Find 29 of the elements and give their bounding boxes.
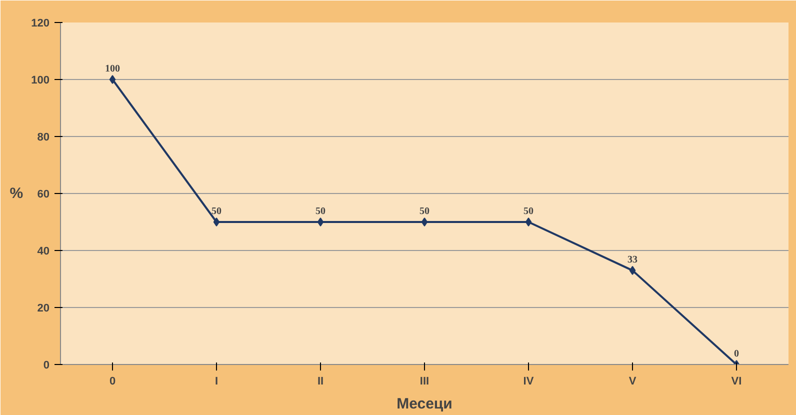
x-tick-label: IV (523, 376, 534, 388)
data-label: 0 (734, 348, 739, 360)
x-tick-label: VI (731, 376, 742, 388)
y-tick-label: 80 (37, 132, 50, 144)
point (109, 75, 116, 84)
x-tick-label: III (420, 376, 430, 388)
y-tick-label: 100 (31, 74, 50, 86)
y-tick-label: 20 (37, 302, 50, 314)
point (525, 218, 532, 226)
data-label: 33 (628, 254, 638, 266)
y-axis-title: % (10, 185, 24, 202)
y-tick-label: 0 (43, 360, 50, 372)
data-label: 50 (316, 206, 326, 217)
x-tick-label: 0 (109, 376, 116, 388)
point (317, 218, 324, 226)
x-tick-label: V (628, 376, 637, 388)
point (629, 266, 636, 275)
data-label: 50 (420, 206, 430, 217)
point (213, 218, 220, 226)
data-label: 50 (212, 206, 222, 217)
data-label: 50 (524, 206, 534, 217)
y-tick-label: 60 (37, 188, 50, 200)
y-tick-label: 120 (31, 18, 50, 30)
point (421, 218, 428, 226)
y-tick-label: 40 (37, 246, 50, 258)
x-tick-label: I (214, 376, 218, 388)
data-label: 100 (105, 64, 120, 74)
x-tick-label: II (317, 376, 324, 388)
x-axis-title: Месеци (396, 396, 452, 412)
